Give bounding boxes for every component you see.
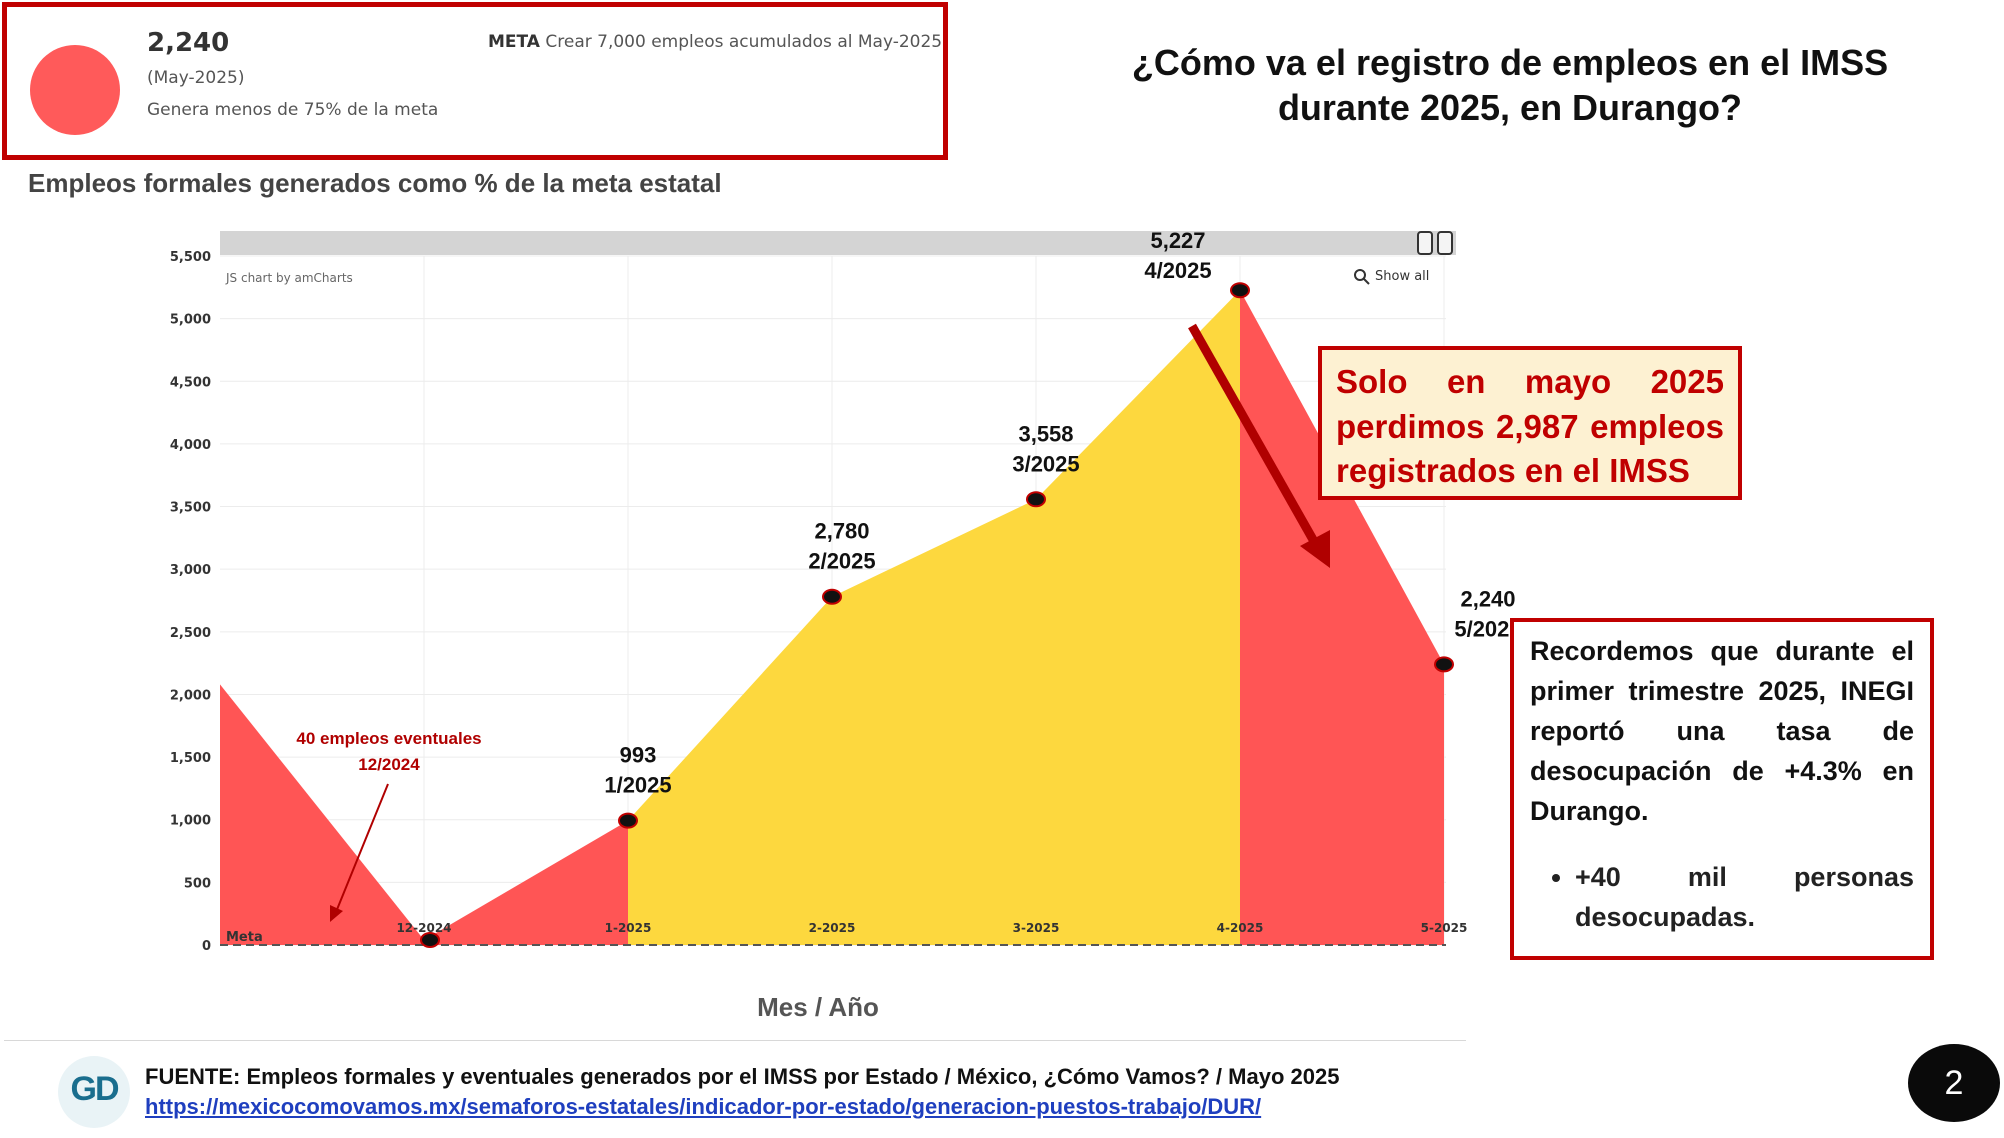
footer-divider [4, 1040, 1466, 1041]
source-link[interactable]: https://mexicocomovamos.mx/semaforos-est… [145, 1094, 1262, 1119]
point-value-label: 993 [620, 743, 657, 768]
callout-inegi-bullet: +40 mil personas desocupadas. [1575, 858, 1914, 938]
scrollbar-handle-right [1437, 231, 1453, 255]
point-period-label: 3/2025 [1012, 451, 1079, 476]
y-tick-label: 2,000 [170, 688, 211, 703]
page-number: 2 [1908, 1044, 2000, 1122]
gd-logo [58, 1056, 130, 1128]
data-point [822, 588, 842, 605]
data-point [618, 812, 638, 829]
point-period-label: 1/2025 [604, 773, 671, 798]
y-tick-label: 4,500 [170, 375, 211, 390]
chart-areas [220, 290, 1444, 945]
point-value-label: 2,240 [1460, 586, 1515, 611]
data-point [1230, 282, 1250, 299]
data-point [1434, 656, 1454, 673]
annotation-arrow [335, 783, 389, 913]
point-value-label: 2,780 [814, 519, 869, 544]
point-value-label: 5,227 [1150, 228, 1205, 253]
y-tick-label: 4,000 [170, 438, 211, 453]
show-all-button: Show all [1375, 269, 1429, 284]
area-segment [220, 684, 424, 945]
y-tick-label: 1,000 [170, 814, 211, 829]
x-tick-label: 4-2025 [1217, 921, 1264, 935]
x-tick-label: 1-2025 [605, 921, 652, 935]
area-segment [832, 499, 1036, 945]
data-point [1026, 491, 1046, 508]
annotation-arrowhead [330, 905, 343, 922]
annotation-eventuales: 40 empleos eventuales [296, 729, 481, 748]
callout-may-loss: Solo en mayo 2025 perdimos 2,987 empleos… [1318, 346, 1742, 500]
amcharts-watermark: JS chart by amCharts [225, 271, 353, 285]
decline-arrow [1188, 323, 1324, 555]
x-tick-label: 2-2025 [809, 921, 856, 935]
gd-logo-text: GD [70, 1070, 120, 1108]
kpi-value: 2,240 [147, 28, 230, 58]
y-tick-label: 5,500 [170, 250, 211, 265]
chart-title: Empleos formales generados como % de la … [28, 168, 722, 198]
kpi-meta: META Crear 7,000 empleos acumulados al M… [488, 32, 942, 52]
area-segment [1036, 290, 1240, 945]
y-tick-label: 1,500 [170, 751, 211, 766]
kpi-period: (May-2025) [147, 68, 245, 88]
y-tick-label: 2,500 [170, 626, 211, 641]
kpi-meta-label: META [488, 32, 540, 52]
kpi-meta-text: Crear 7,000 empleos acumulados al May-20… [545, 32, 943, 52]
y-tick-label: 5,000 [170, 313, 211, 328]
data-point [420, 931, 440, 948]
area-segment [424, 820, 628, 945]
x-axis-title: Mes / Año [757, 992, 879, 1022]
point-period-label: 4/2025 [1144, 258, 1211, 283]
chart-points [420, 282, 1454, 948]
zoom-icon-handle [1363, 278, 1370, 285]
point-period-label: 2/2025 [808, 549, 875, 574]
point-value-label: 3,558 [1018, 421, 1073, 446]
callout-inegi-text: Recordemos que durante el primer trimest… [1530, 636, 1914, 826]
callout-inegi-list: +40 mil personas desocupadas. [1530, 858, 1914, 938]
kpi-card [2, 2, 948, 160]
page-title-line2: durante 2025, en Durango? [1277, 87, 1743, 128]
y-tick-label: 0 [202, 939, 211, 954]
kpi-status: Genera menos de 75% de la meta [147, 100, 439, 120]
scrollbar-handle-left [1417, 231, 1433, 255]
meta-label: Meta [226, 930, 263, 945]
zoom-icon [1354, 269, 1366, 281]
y-tick-label: 3,000 [170, 563, 211, 578]
callout-inegi: Recordemos que durante el primer trimest… [1510, 618, 1934, 960]
page-title: ¿Cómo va el registro de empleos en el IM… [1080, 40, 1940, 130]
annotation-period: 12/2024 [358, 755, 420, 774]
page-title-line1: ¿Cómo va el registro de empleos en el IM… [1131, 42, 1889, 83]
area-segment [628, 596, 832, 945]
y-tick-label: 500 [184, 876, 211, 891]
x-tick-label: 3-2025 [1013, 921, 1060, 935]
decline-arrowhead [1300, 530, 1330, 568]
callout-may-text: Solo en mayo 2025 perdimos 2,987 empleos… [1336, 363, 1724, 490]
chart-axes: 0 500 1,000 1,500 2,000 2,500 3,000 3,500 4,000 4… [170, 250, 1467, 1022]
chart-scrollbar [220, 231, 1456, 255]
x-tick-label: 5-2025 [1421, 921, 1468, 935]
area-segment [1240, 290, 1444, 945]
x-tick-label: 12-2024 [396, 921, 451, 935]
y-tick-label: 3,500 [170, 501, 211, 516]
status-dot [30, 45, 120, 135]
source-text: FUENTE: Empleos formales y eventuales ge… [145, 1064, 1340, 1089]
